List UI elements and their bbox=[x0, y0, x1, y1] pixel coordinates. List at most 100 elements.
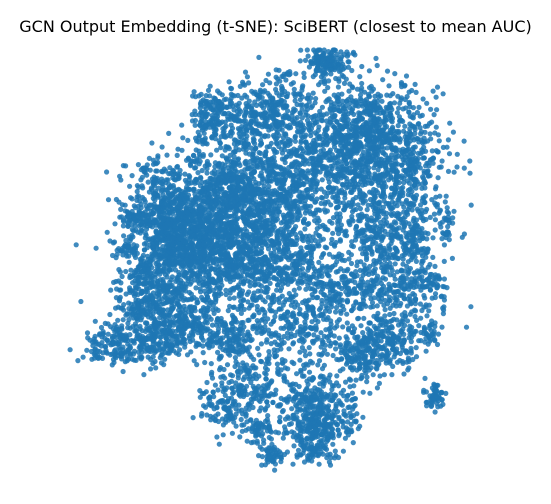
scatter-point bbox=[288, 242, 294, 248]
scatter-point bbox=[394, 137, 400, 143]
scatter-point bbox=[330, 186, 336, 192]
scatter-point bbox=[382, 228, 388, 234]
scatter-point bbox=[422, 209, 429, 215]
scatter-point bbox=[290, 270, 296, 276]
scatter-point bbox=[432, 130, 438, 136]
scatter-point bbox=[409, 176, 415, 182]
scatter-point bbox=[267, 280, 273, 286]
scatter-point bbox=[353, 159, 359, 165]
scatter-point bbox=[442, 199, 448, 205]
scatter-point bbox=[282, 198, 288, 205]
scatter-point bbox=[319, 117, 325, 123]
scatter-point bbox=[461, 138, 467, 144]
scatter-point bbox=[238, 261, 244, 267]
scatter-point bbox=[121, 233, 127, 239]
scatter-point bbox=[294, 184, 300, 190]
scatter-point bbox=[339, 146, 345, 152]
scatter-point bbox=[337, 237, 343, 243]
scatter-point bbox=[192, 255, 198, 261]
scatter-point bbox=[394, 128, 400, 135]
scatter-point bbox=[380, 187, 387, 193]
plot-area bbox=[67, 47, 474, 473]
scatter-point bbox=[374, 62, 380, 69]
scatter-point bbox=[386, 167, 392, 173]
scatter-point bbox=[321, 207, 328, 213]
scatter-point bbox=[319, 195, 325, 201]
chart-title: GCN Output Embedding (t-SNE): SciBERT (c… bbox=[19, 17, 532, 36]
scatter-point bbox=[276, 203, 282, 209]
scatter-point bbox=[341, 123, 347, 129]
scatter-point bbox=[197, 271, 203, 277]
scatter-point bbox=[365, 137, 372, 143]
scatter-point bbox=[427, 131, 433, 137]
scatter-point bbox=[422, 180, 428, 186]
scatter-point bbox=[360, 110, 366, 116]
scatter-point bbox=[342, 195, 348, 201]
scatter-point bbox=[247, 247, 253, 253]
scatter-point bbox=[366, 94, 373, 100]
scatter-point bbox=[395, 123, 401, 129]
scatter-point bbox=[357, 206, 363, 212]
scatter-point bbox=[314, 196, 320, 202]
scatter-point bbox=[380, 204, 386, 210]
scatter-point bbox=[342, 132, 348, 138]
scatter-point bbox=[397, 100, 403, 106]
scatter-point bbox=[409, 114, 415, 120]
scatter-point bbox=[269, 238, 275, 244]
scatter-point bbox=[420, 96, 426, 102]
scatter-point bbox=[231, 295, 237, 301]
scatter-point bbox=[201, 288, 208, 294]
scatter-point bbox=[371, 268, 377, 274]
scatter-point bbox=[218, 250, 224, 256]
scatter-point bbox=[187, 230, 193, 236]
scatter-point bbox=[388, 113, 394, 119]
scatter-point bbox=[357, 157, 363, 163]
scatter-point bbox=[227, 276, 233, 282]
scatter-point bbox=[334, 129, 341, 136]
scatter-point bbox=[234, 256, 241, 262]
scatter-point bbox=[160, 210, 166, 216]
scatter-point bbox=[461, 165, 467, 171]
scatter-point bbox=[406, 89, 412, 95]
scatter-point bbox=[305, 239, 311, 245]
scatter-point bbox=[317, 135, 323, 142]
scatter-point bbox=[226, 271, 232, 277]
scatter-point bbox=[315, 163, 321, 169]
scatter-point bbox=[207, 288, 213, 294]
scatter-point bbox=[264, 198, 270, 204]
scatter-point bbox=[371, 258, 377, 264]
scatter-point bbox=[374, 124, 380, 130]
scatter-point bbox=[377, 256, 383, 262]
scatter-point bbox=[373, 217, 379, 223]
scatter-point bbox=[341, 153, 347, 159]
scatter-point bbox=[359, 235, 365, 242]
scatter-point bbox=[285, 224, 291, 230]
scatter-point bbox=[234, 273, 240, 279]
scatter-point bbox=[386, 83, 392, 89]
scatter-point bbox=[349, 209, 356, 215]
scatter-point bbox=[366, 68, 372, 74]
scatter-point bbox=[244, 232, 250, 238]
scatter-point bbox=[231, 270, 237, 276]
scatter-point bbox=[222, 228, 228, 234]
scatter-point bbox=[369, 88, 375, 94]
scatter-point bbox=[372, 223, 378, 229]
scatter-point bbox=[431, 211, 437, 217]
scatter-point bbox=[367, 263, 373, 270]
scatter-point bbox=[390, 91, 396, 97]
scatter-point bbox=[435, 175, 441, 181]
scatter-point bbox=[122, 202, 128, 208]
scatter-point bbox=[297, 197, 303, 203]
scatter-point bbox=[265, 274, 271, 280]
scatter-point bbox=[320, 151, 326, 157]
scatter-point bbox=[254, 249, 260, 255]
scatter-point bbox=[210, 259, 216, 265]
scatter-point bbox=[117, 173, 123, 179]
scatter-point bbox=[281, 186, 287, 192]
scatter-point bbox=[176, 187, 183, 193]
scatter-point bbox=[440, 91, 446, 97]
scatter-point bbox=[324, 140, 330, 146]
scatter-point bbox=[467, 170, 473, 176]
scatter-point bbox=[252, 267, 258, 273]
scatter-point bbox=[387, 157, 393, 163]
